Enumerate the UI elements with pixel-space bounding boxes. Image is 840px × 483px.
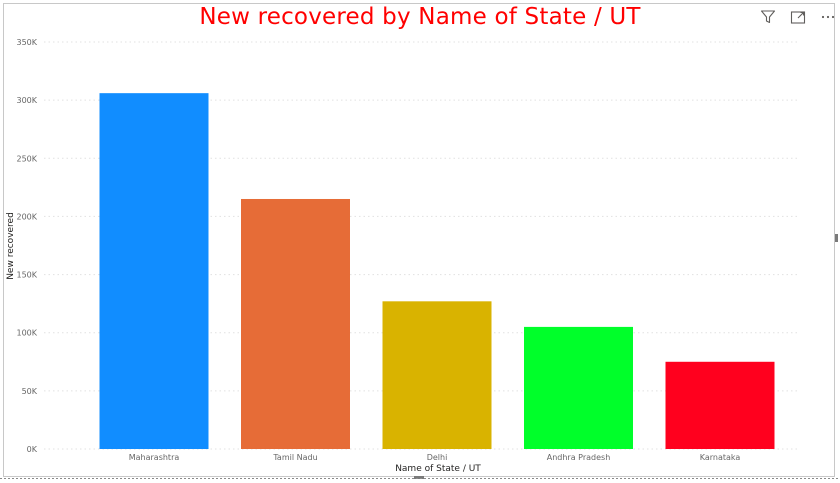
y-tick-label: 250K: [16, 154, 37, 163]
x-axis-ticks: Maharashtra Tamil Nadu Delhi Andhra Pradesh…: [129, 453, 741, 462]
x-tick-label: Maharashtra: [129, 453, 180, 462]
y-tick-label: 150K: [16, 271, 37, 280]
visual-frame-border: [0, 475, 840, 483]
bar-karnataka[interactable]: [665, 361, 775, 449]
x-axis-title: Name of State / UT: [395, 464, 481, 474]
chart-title: New recovered by Name of State / UT: [199, 4, 641, 30]
y-axis-title: New recovered: [6, 212, 16, 280]
more-options-icon[interactable]: [818, 7, 838, 27]
x-tick-label: Andhra Pradesh: [547, 453, 611, 462]
focus-mode-icon[interactable]: [788, 7, 808, 27]
y-tick-label: 350K: [16, 38, 37, 47]
visual-header-toolbar: [758, 7, 838, 27]
y-tick-label: 200K: [16, 212, 37, 221]
y-tick-label: 300K: [16, 96, 37, 105]
y-axis-ticks: 0K 50K 100K 150K 200K 250K 300K 350K: [16, 38, 37, 454]
y-tick-label: 100K: [16, 329, 37, 338]
bar-andhra-pradesh[interactable]: [524, 326, 633, 449]
x-tick-label: Tamil Nadu: [272, 453, 317, 462]
x-tick-label: Karnataka: [700, 453, 741, 462]
y-tick-label: 50K: [22, 387, 38, 396]
bar-tamil-nadu[interactable]: [241, 198, 350, 449]
x-tick-label: Delhi: [427, 453, 448, 462]
bars: [99, 93, 775, 449]
bar-delhi[interactable]: [382, 301, 492, 449]
filter-icon[interactable]: [758, 7, 778, 27]
resize-handle-right[interactable]: [835, 234, 838, 242]
y-tick-label: 0K: [27, 445, 38, 454]
bar-maharashtra[interactable]: [99, 93, 209, 449]
